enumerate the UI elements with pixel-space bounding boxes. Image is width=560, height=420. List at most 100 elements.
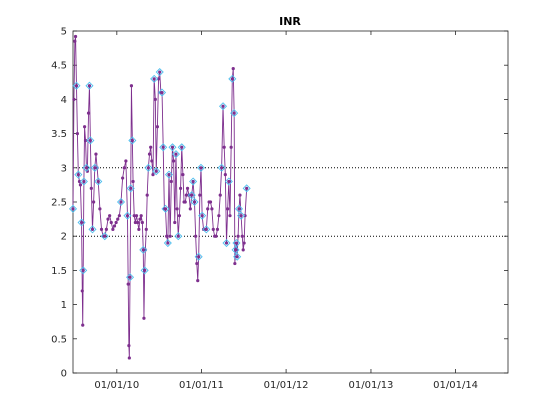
data-point [142,316,146,320]
data-point [214,234,218,238]
data-point [166,241,170,245]
data-point [181,173,185,177]
diamond-marker [88,225,97,234]
diamond-marker [77,218,86,227]
data-point [132,214,136,218]
diamond-marker [168,143,177,152]
diamond-marker [90,163,99,172]
data-point [240,234,244,238]
data-point [106,217,110,221]
data-point [236,234,240,238]
data-point [172,159,176,163]
diamond-marker [234,204,244,213]
data-point [242,241,246,245]
y-tick-label: 1.5 [51,266,67,277]
data-point [126,282,130,286]
y-tick-label: 2 [61,232,67,243]
data-point [190,193,194,197]
diamond-marker [94,177,103,186]
y-tick-label: 4.5 [51,61,67,72]
axes-box [72,30,509,374]
diamond-marker [144,163,153,172]
y-tick-label: 0.5 [51,334,67,345]
data-point [161,145,165,149]
data-point [71,207,75,211]
data-point [133,220,137,225]
diamond-marker [194,252,203,261]
diamond-marker [196,163,206,172]
diamond-marker [68,204,78,213]
data-point [111,227,115,231]
diamond-marker [159,143,168,152]
data-point [168,234,172,238]
data-point [128,275,132,279]
diamond-marker [171,150,180,159]
data-point [144,227,148,231]
data-point [93,166,97,170]
data-point [154,169,158,173]
data-point [112,224,117,228]
x-tick-label: 01/01/11 [179,380,224,391]
diamond-marker [233,252,242,261]
data-point [245,186,249,190]
diamond-marker [152,167,161,176]
data-point [79,220,84,225]
data-point [224,241,229,245]
data-point [99,227,104,231]
data-point [78,183,83,187]
data-point [140,220,144,225]
chart-title: INR [279,15,301,28]
diamond-marker [190,197,199,207]
data-point [122,166,126,170]
diamond-marker [231,245,240,254]
data-point [129,84,134,88]
diamond-marker [79,177,88,186]
diamond-marker [224,177,233,186]
data-point [119,200,123,204]
data-point [233,261,237,266]
data-point [152,77,156,81]
data-point [238,193,242,197]
diamond-marker [100,232,109,241]
data-point [232,111,236,115]
diamond-marker [222,239,231,248]
diamond-marker [174,232,183,241]
data-point [90,227,95,231]
data-point [117,214,121,218]
data-point [138,217,142,221]
data-point [131,179,135,184]
data-point [108,214,112,218]
data-point [228,214,232,218]
data-point [241,248,245,252]
data-point [127,356,131,360]
data-point [75,132,80,136]
data-point [94,152,98,156]
data-point [229,145,233,149]
data-point [125,214,130,218]
diamond-marker [218,102,228,111]
diamond-marker [79,266,88,275]
data-point [220,166,224,170]
data-point [173,220,177,225]
diamond-marker [189,177,198,186]
data-point [82,179,86,184]
data-point [73,34,78,39]
diamond-marker [217,163,226,172]
diamond-marker [155,68,164,77]
data-point [165,234,169,238]
data-point [121,176,125,180]
data-point [197,255,201,259]
data-point [175,207,179,211]
diamond-marker [128,136,137,145]
data-point [156,77,161,81]
y-tick-label: 3 [61,163,67,174]
diamond-marker [237,211,246,220]
data-point [192,200,197,204]
diamond-marker [198,211,207,220]
data-point [114,220,118,225]
data-point [176,234,180,238]
y-tick-label: 1 [61,300,67,311]
data-point [77,179,82,184]
data-point [160,90,164,95]
